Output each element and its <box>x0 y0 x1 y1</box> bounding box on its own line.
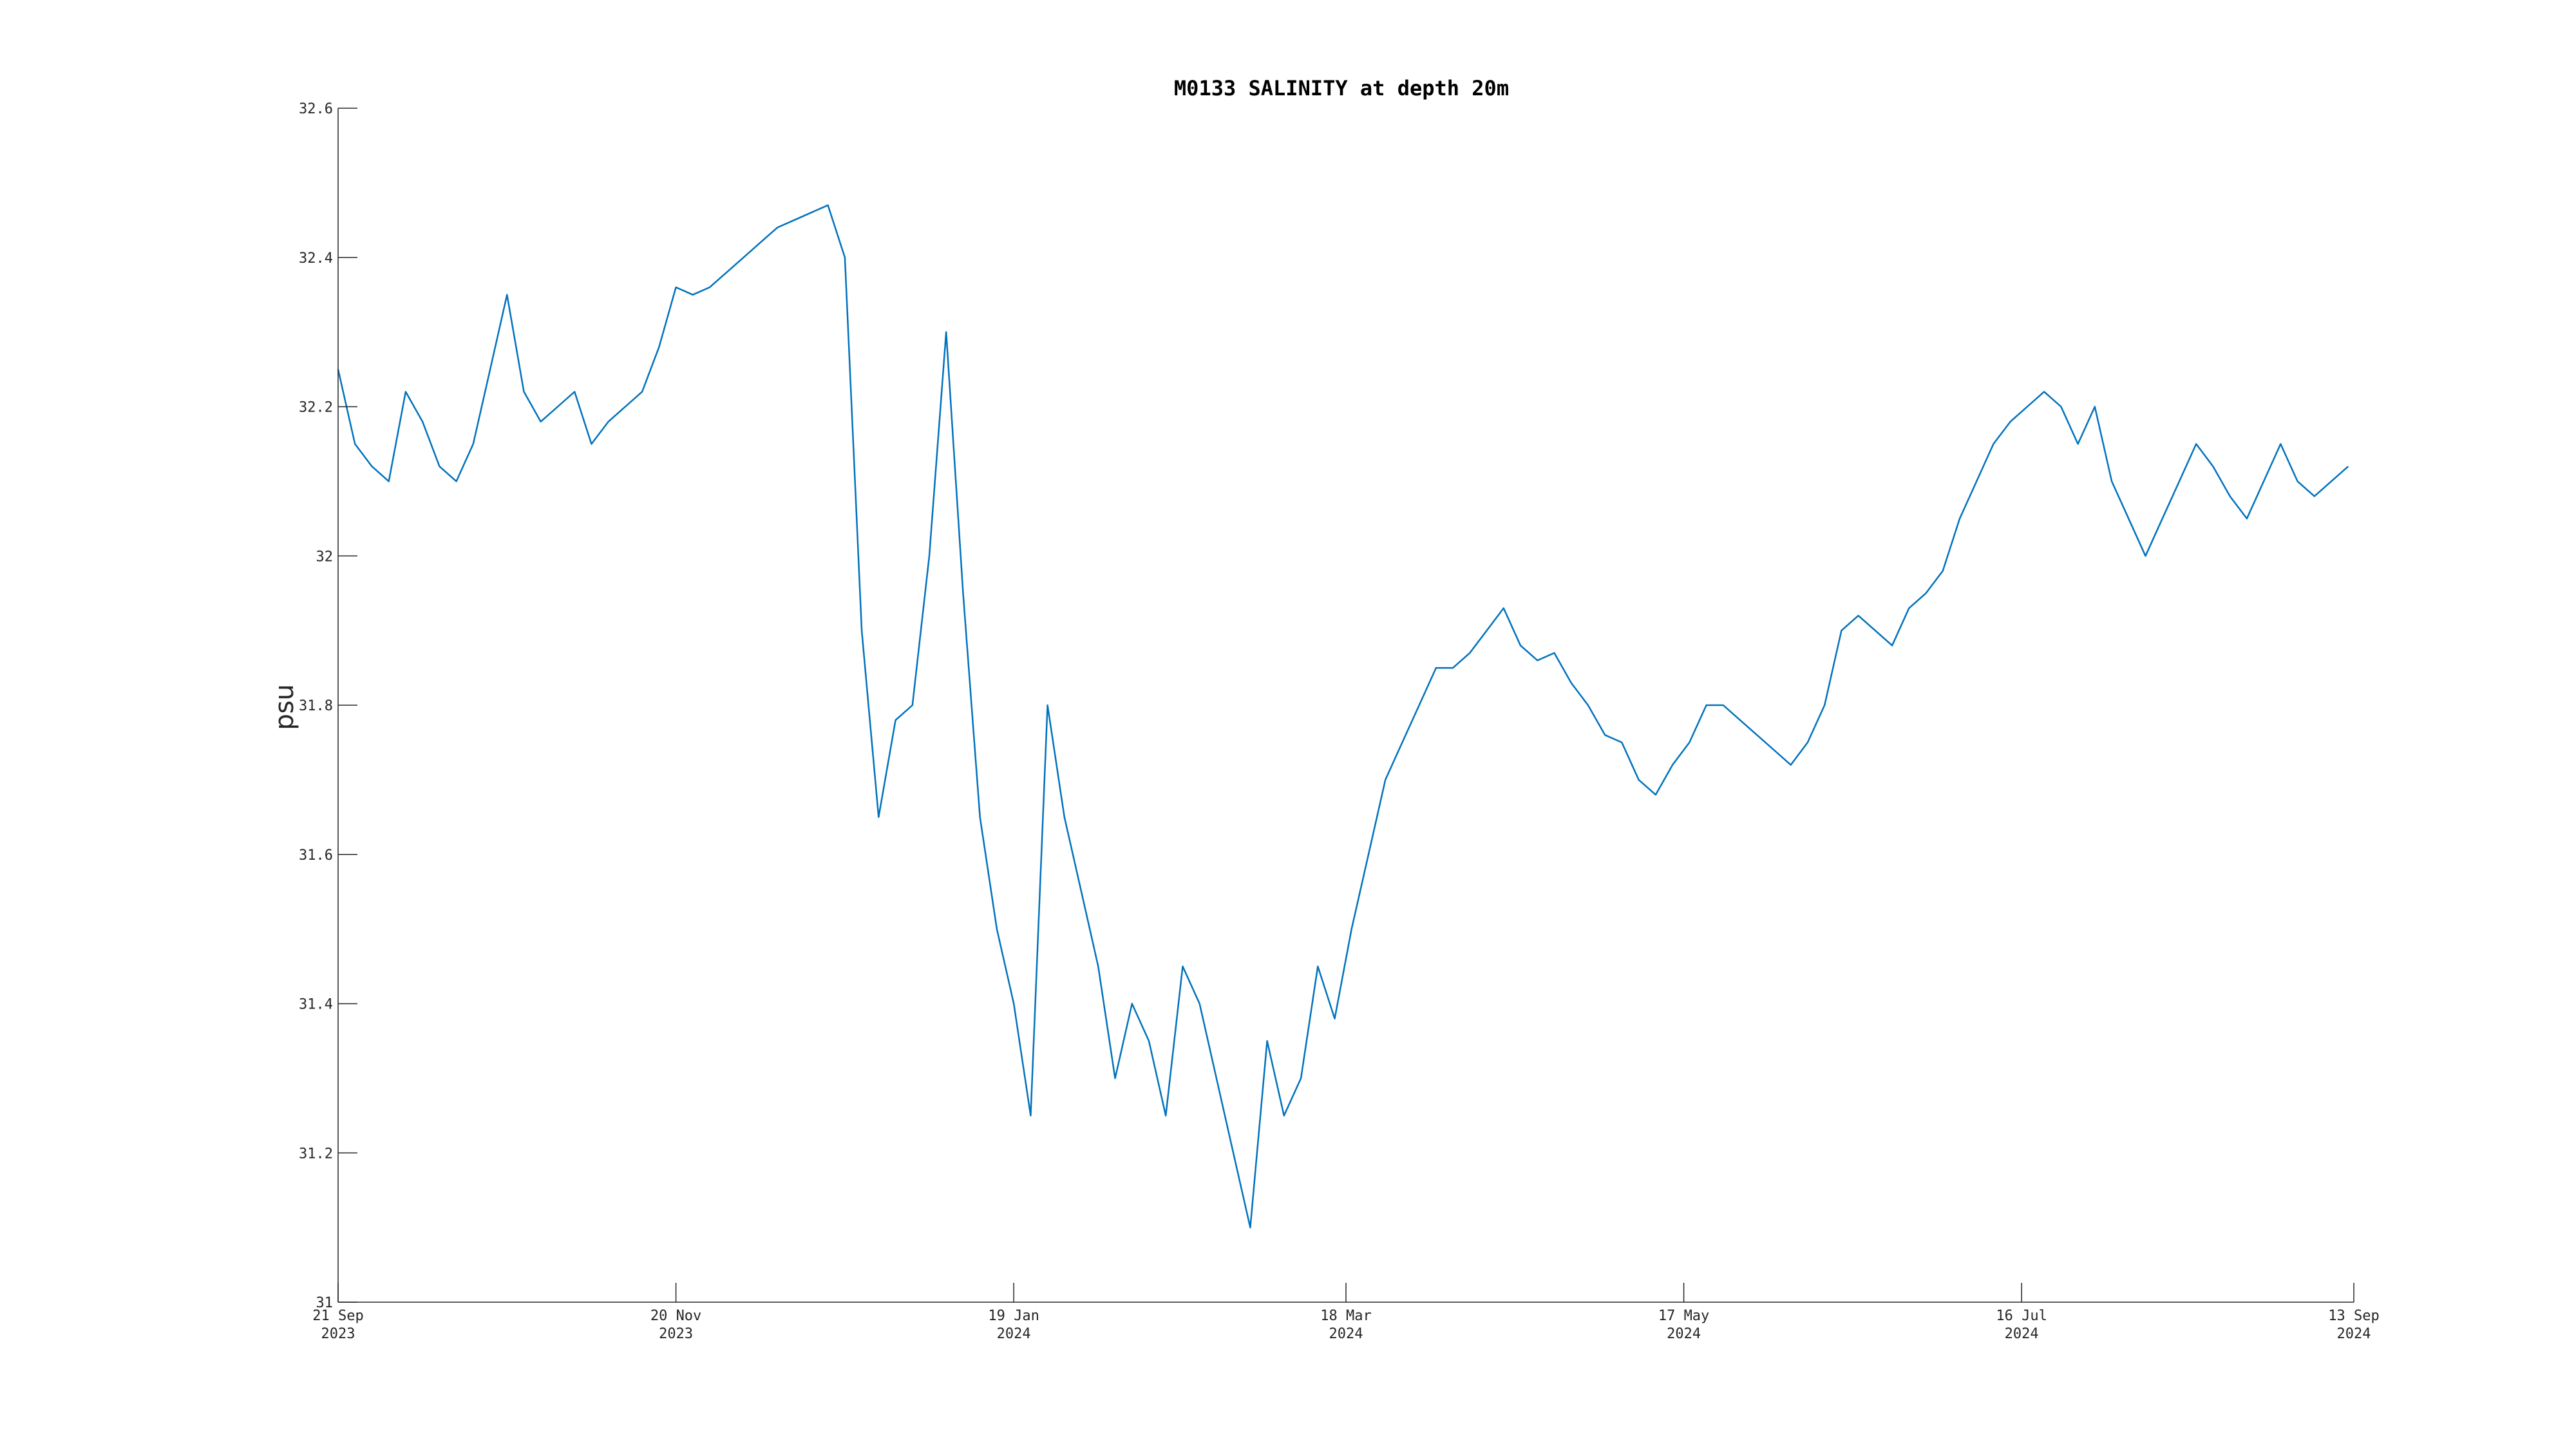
x-tick-label: 16 Jul <box>1996 1308 2047 1324</box>
y-tick-label: 31.6 <box>299 848 333 864</box>
y-tick-label: 31.2 <box>299 1146 333 1162</box>
y-tick-label: 32 <box>316 549 334 565</box>
x-tick-year-label: 2023 <box>659 1326 693 1342</box>
y-axis-title: psu <box>270 684 299 730</box>
x-tick-label: 20 Nov <box>650 1308 701 1324</box>
y-tick-label: 32.4 <box>299 251 333 267</box>
y-tick-label: 31.4 <box>299 997 333 1013</box>
y-tick-label: 32.6 <box>299 101 333 117</box>
chart-title: M0133 SALINITY at depth 20m <box>1174 76 1509 100</box>
x-tick-year-label: 2023 <box>321 1326 355 1342</box>
x-tick-year-label: 2024 <box>1329 1326 1363 1342</box>
x-tick-label: 17 May <box>1658 1308 1709 1324</box>
x-tick-year-label: 2024 <box>1667 1326 1701 1342</box>
x-tick-label: 13 Sep <box>2328 1308 2379 1324</box>
x-tick-label: 21 Sep <box>312 1308 363 1324</box>
plot-data-layer <box>337 204 2349 1229</box>
salinity-series-line <box>337 204 2349 1229</box>
x-tick-label: 18 Mar <box>1320 1308 1371 1324</box>
y-tick-label: 32.2 <box>299 400 333 416</box>
y-axis-ticks: 31 31.2 31.4 31.6 31.8 32 32.2 32.4 32.6 <box>299 101 357 1311</box>
x-tick-year-label: 2024 <box>997 1326 1031 1342</box>
y-tick-label: 31 <box>316 1295 334 1311</box>
x-tick-year-label: 2024 <box>2337 1326 2371 1342</box>
x-axis-ticks: 21 Sep 2023 20 Nov 2023 19 Jan 2024 18 Mar 2024… <box>312 1283 2380 1342</box>
x-tick-year-label: 2024 <box>2005 1326 2039 1342</box>
x-tick-label: 19 Jan <box>988 1308 1039 1324</box>
y-tick-label: 31.8 <box>299 698 333 714</box>
